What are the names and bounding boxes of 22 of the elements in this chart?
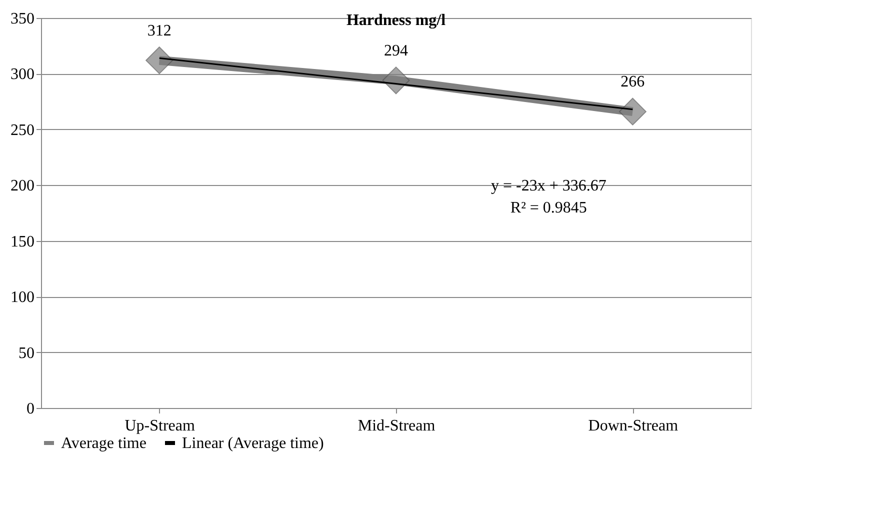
y-tick-label: 150 xyxy=(10,233,34,250)
y-tick-label: 50 xyxy=(18,344,34,362)
x-tick-label: Mid-Stream xyxy=(358,418,436,434)
annotation: R² = 0.9845 xyxy=(510,200,587,217)
point xyxy=(618,98,646,126)
annotation: y = -23x + 336.67 xyxy=(490,178,606,195)
y-tick-label: 300 xyxy=(10,66,34,84)
y-tick-label: 250 xyxy=(10,122,34,139)
legend-label: Linear (Average time) xyxy=(182,435,324,452)
x-tick-label: Up-Stream xyxy=(124,418,196,434)
y-tick-label: 200 xyxy=(10,178,34,195)
y-tick-label: 0 xyxy=(26,400,34,418)
data-label: 312 xyxy=(147,22,172,40)
point xyxy=(146,46,174,74)
legend-label: Average time xyxy=(61,435,146,452)
x-tick-label: Down-Stream xyxy=(588,418,679,434)
point xyxy=(382,66,410,94)
y-tick-label: 100 xyxy=(10,289,34,306)
data-label: 266 xyxy=(620,74,645,91)
data-label: 294 xyxy=(384,42,408,60)
y-tick-label: 350 xyxy=(10,10,34,28)
chart-title: Hardness mg/l xyxy=(346,12,446,29)
